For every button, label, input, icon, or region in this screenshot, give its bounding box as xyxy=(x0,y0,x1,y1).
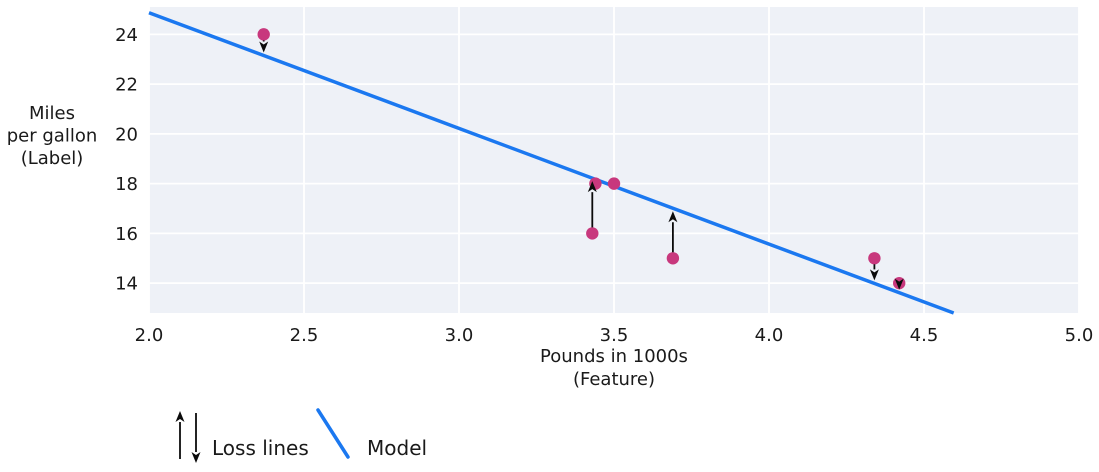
arrow-head xyxy=(175,411,185,422)
legend-up-arrow xyxy=(175,411,185,459)
loss-arrows xyxy=(259,40,904,290)
x-axis-title-line-1: Pounds in 1000s xyxy=(540,346,688,367)
y-axis-title-line-3: (Label) xyxy=(21,148,84,169)
data-point xyxy=(666,252,680,265)
legend-label-loss-lines: Loss lines xyxy=(212,436,309,460)
x-tick-label: 3.5 xyxy=(600,325,629,346)
data-point xyxy=(607,177,621,190)
legend: Loss lines Model xyxy=(175,408,427,463)
y-tick-label: 14 xyxy=(115,274,138,295)
y-tick-label: 24 xyxy=(115,25,138,46)
legend-down-arrow xyxy=(191,413,201,463)
x-tick-label: 3.0 xyxy=(445,325,474,346)
data-point xyxy=(257,28,270,41)
x-tick-label: 2.5 xyxy=(290,325,319,346)
x-tick-label: 2.0 xyxy=(135,325,164,346)
y-axis-title-line-2: per gallon xyxy=(7,126,98,147)
loss-arrow-down xyxy=(869,264,879,281)
data-point xyxy=(868,252,881,265)
x-axis-tick-labels: 2.0 2.5 3.0 3.5 4.0 4.5 5.0 xyxy=(135,325,1094,346)
loss-arrow-up xyxy=(587,181,597,228)
arrow-head xyxy=(869,269,879,281)
data-point xyxy=(586,227,599,240)
y-tick-label: 16 xyxy=(115,224,138,245)
x-axis-title: Pounds in 1000s (Feature) xyxy=(540,346,688,390)
arrow-head xyxy=(259,41,269,53)
arrow-head xyxy=(668,211,678,223)
arrow-head xyxy=(894,278,904,290)
y-axis-title: Miles per gallon (Label) xyxy=(7,103,98,169)
loss-arrow-down xyxy=(259,40,269,53)
model-line xyxy=(148,11,955,315)
y-tick-label: 20 xyxy=(115,124,138,145)
x-tick-label: 4.0 xyxy=(755,325,784,346)
y-tick-label: 22 xyxy=(115,75,138,96)
model-line-layer xyxy=(148,11,955,315)
y-tick-label: 18 xyxy=(115,174,138,195)
loss-arrow-down xyxy=(894,278,904,290)
x-tick-label: 5.0 xyxy=(1065,325,1094,346)
loss-lines-legend-symbol xyxy=(175,411,201,463)
y-axis-tick-labels: 14 16 18 20 22 24 xyxy=(115,25,138,295)
x-axis-title-line-2: (Feature) xyxy=(573,369,655,390)
loss-arrow-up xyxy=(668,211,678,253)
x-tick-label: 4.5 xyxy=(910,325,939,346)
legend-label-model: Model xyxy=(367,436,427,460)
arrow-head xyxy=(587,181,597,193)
model-legend-symbol xyxy=(316,408,350,459)
y-axis-title-line-1: Miles xyxy=(29,103,75,124)
arrow-head xyxy=(191,452,201,463)
